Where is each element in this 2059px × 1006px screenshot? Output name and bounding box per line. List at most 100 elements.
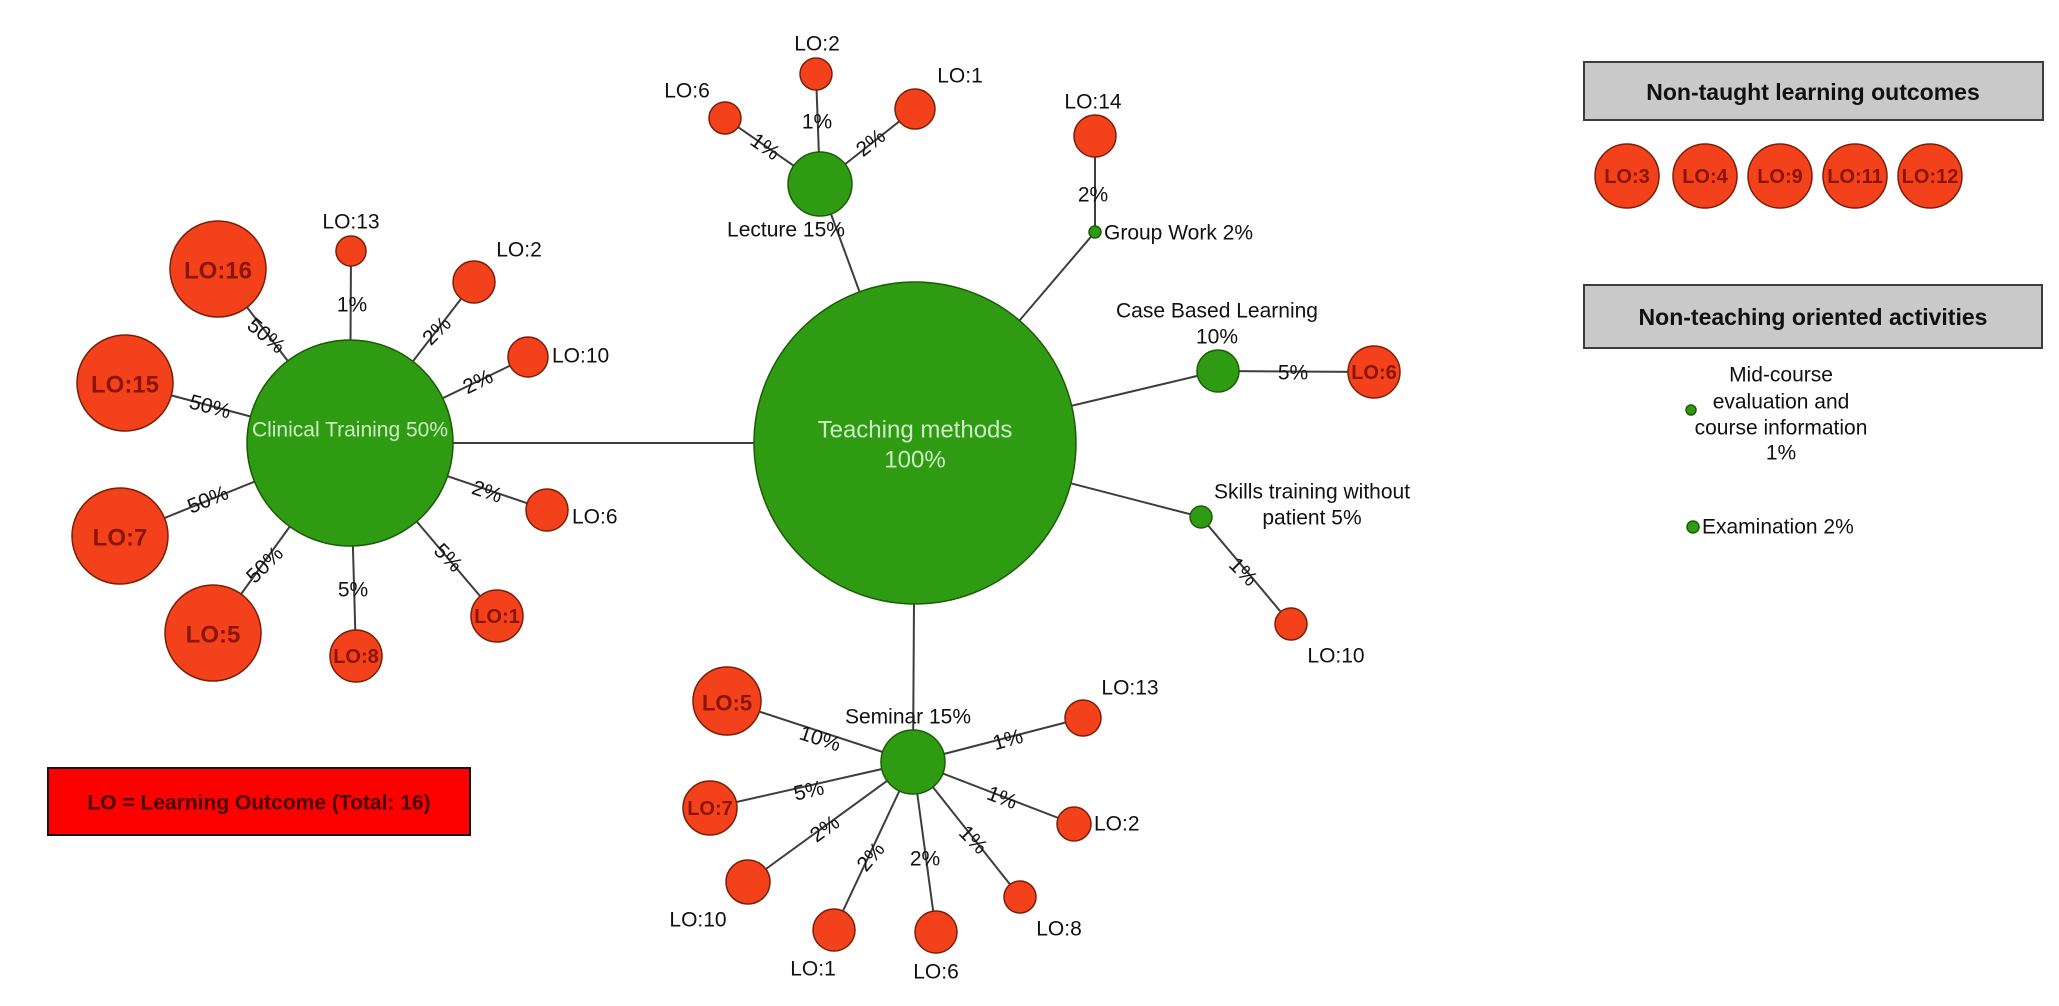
seminar-lo13-label: LO:13 [1101, 677, 1158, 700]
node-lecture-lo1 [894, 88, 936, 130]
lecture-lo2-pct: 1% [802, 111, 832, 134]
groupwork-lo14-pct: 2% [1078, 184, 1108, 207]
clinical-lo8-pct: 5% [338, 579, 368, 602]
clinical-lo2-label: LO:2 [496, 239, 542, 262]
node-lecture [787, 151, 853, 217]
mid-course-line1: Mid-course [1729, 364, 1833, 387]
node-clinical-lo13 [335, 235, 367, 267]
edge-seminar-lo10 [747, 761, 914, 883]
clinical-lo13-label: LO:13 [322, 211, 379, 234]
node-clinical-lo5 [164, 584, 262, 682]
mid-course-dot [1685, 404, 1697, 416]
node-lecture-lo6 [708, 101, 742, 135]
seminar-lo10-label: LO:10 [669, 909, 726, 932]
seminar-lo6-pct: 2% [910, 848, 940, 871]
teaching-methods-label-line2: 100% [884, 447, 945, 474]
node-clinical-lo7 [71, 487, 169, 585]
seminar-label: Seminar 15% [845, 706, 971, 729]
clinical-lo1-label: LO:1 [474, 606, 520, 628]
clinical-lo7-pct: 50% [184, 481, 232, 518]
node-seminar-lo7 [682, 780, 738, 836]
lecture-lo1-pct: 2% [852, 125, 890, 162]
non-teaching-header-box [1583, 284, 2043, 349]
examination-label: Examination 2% [1702, 516, 1854, 539]
nontaught-lo3-label: LO:3 [1604, 166, 1650, 188]
seminar-lo1-label: LO:1 [790, 958, 836, 981]
teaching-methods-label-line1: Teaching methods [818, 417, 1013, 444]
node-clinical-lo16 [169, 220, 267, 318]
node-seminar-lo5 [692, 666, 762, 736]
edge-seminar-lo7 [709, 761, 914, 809]
skills-label-line2: patient 5% [1262, 507, 1361, 530]
node-seminar-lo8 [1003, 880, 1037, 914]
node-case-based-learning [1196, 349, 1240, 393]
seminar-lo1-pct: 2% [852, 838, 889, 876]
examination-dot [1686, 520, 1700, 534]
seminar-lo2-pct: 1% [984, 782, 1021, 814]
node-nontaught-lo9 [1747, 143, 1813, 209]
non-teaching-header-title: Non-teaching oriented activities [1639, 304, 1988, 330]
clinical-lo15-pct: 50% [187, 390, 234, 423]
nodes: Teaching methods 100% Clinical Training … [71, 33, 1410, 984]
mid-course-line2: evaluation and [1713, 391, 1850, 414]
nontaught-lo4-label: LO:4 [1682, 166, 1728, 188]
seminar-lo5-label: LO:5 [702, 691, 752, 716]
seminar-lo8-label: LO:8 [1036, 918, 1082, 941]
group-work-label: Group Work 2% [1104, 222, 1253, 245]
clinical-lo5-label: LO:5 [186, 622, 241, 649]
node-casebased-lo6 [1347, 345, 1401, 399]
node-nontaught-lo4 [1672, 143, 1738, 209]
node-clinical-lo6 [525, 488, 569, 532]
node-seminar [880, 729, 946, 795]
clinical-lo16-label: LO:16 [184, 258, 252, 285]
node-clinical-lo2 [452, 260, 496, 304]
node-clinical-lo10 [507, 336, 549, 378]
non-taught-panel: Non-taught learning outcomes LO:3 LO:4 L… [1583, 61, 2044, 209]
clinical-lo1-pct: 5% [429, 539, 467, 577]
clinical-lo5-pct: 50% [242, 542, 288, 588]
lecture-label: Lecture 15% [727, 219, 845, 242]
skills-lo10-label: LO:10 [1307, 645, 1364, 668]
node-seminar-lo10 [725, 859, 771, 905]
legend: LO = Learning Outcome (Total: 16) [47, 767, 471, 836]
node-teaching-methods [753, 281, 1077, 605]
casebased-lo6-pct: 5% [1278, 362, 1308, 385]
node-clinical-lo15 [76, 334, 174, 432]
lecture-lo6-pct: 1% [746, 129, 784, 165]
node-groupwork-lo14 [1073, 114, 1117, 158]
node-group-work [1088, 225, 1102, 239]
nontaught-lo12-label: LO:12 [1902, 166, 1959, 188]
clinical-lo15-label: LO:15 [91, 372, 159, 399]
clinical-lo6-pct: 2% [469, 476, 505, 508]
seminar-lo6-label: LO:6 [913, 961, 959, 984]
node-seminar-lo2 [1056, 806, 1092, 842]
clinical-lo6-label: LO:6 [572, 506, 618, 529]
non-teaching-panel: Non-teaching oriented activities Mid-cou… [1583, 284, 2043, 539]
lecture-lo1-label: LO:1 [937, 65, 983, 88]
node-nontaught-lo11 [1822, 143, 1888, 209]
node-seminar-lo6 [914, 910, 958, 954]
skills-lo10-pct: 1% [1224, 553, 1262, 591]
node-clinical-lo1 [470, 589, 524, 643]
clinical-lo8-label: LO:8 [333, 646, 379, 668]
mid-course-line4: 1% [1766, 442, 1796, 465]
clinical-lo10-pct: 2% [459, 365, 496, 399]
node-seminar-lo13 [1064, 699, 1102, 737]
seminar-lo7-pct: 5% [792, 776, 827, 805]
non-taught-header-box [1583, 61, 2044, 121]
non-taught-header-title: Non-taught learning outcomes [1646, 79, 1980, 105]
edge-skills-lo10 [1200, 516, 1292, 625]
skills-label-line1: Skills training without [1214, 481, 1410, 504]
clinical-lo10-label: LO:10 [552, 345, 609, 368]
node-lecture-lo2 [799, 57, 833, 91]
clinical-lo7-label: LO:7 [93, 525, 148, 552]
groupwork-lo14-label: LO:14 [1064, 91, 1122, 114]
node-skills-training [1189, 505, 1213, 529]
seminar-lo7-label: LO:7 [687, 798, 733, 820]
seminar-lo5-pct: 10% [796, 722, 843, 757]
case-based-label-line2: 10% [1196, 326, 1238, 349]
clinical-training-label: Clinical Training 50% [252, 419, 448, 442]
nontaught-lo11-label: LO:11 [1827, 166, 1883, 188]
clinical-lo2-pct: 2% [418, 312, 456, 350]
